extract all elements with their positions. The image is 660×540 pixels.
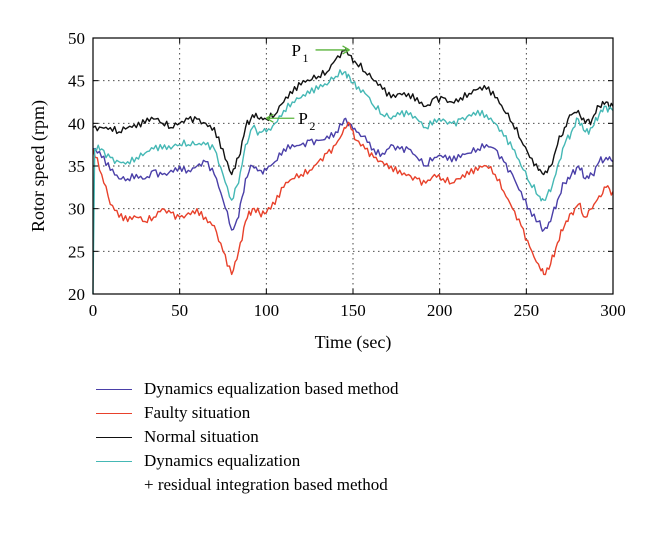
y-tick-label: 20: [68, 285, 85, 304]
series-layer: [92, 48, 614, 295]
y-tick-label: 30: [68, 200, 85, 219]
y-tick-label: 35: [68, 157, 85, 176]
x-tick-label: 250: [514, 301, 540, 320]
annotation-label: P: [298, 109, 307, 128]
y-tick-label: 50: [68, 29, 85, 48]
annotation-subscript: 1: [303, 51, 309, 65]
annotation-layer: P 1P 2: [266, 41, 350, 133]
y-tick-label: 40: [68, 114, 85, 133]
legend-label: Faulty situation: [144, 403, 251, 422]
x-tick-label: 150: [340, 301, 366, 320]
legend-item: Normal situation: [96, 426, 636, 450]
annotation-subscript: 2: [309, 119, 315, 133]
y-axis-label: Rotor speed (rpm): [28, 100, 49, 232]
annotation-label: P: [292, 41, 301, 60]
legend-swatch: [96, 389, 132, 390]
legend-item: + residual integration based method: [96, 474, 636, 498]
legend-item: Dynamics equalization: [96, 450, 636, 474]
series-line-0: [92, 117, 614, 232]
series-line-3: [92, 69, 614, 295]
tick-layer: 0 50 100 150 200 250 300 20 25 30 35 40 45 50: [68, 29, 626, 320]
annotation-arrowhead: [266, 113, 274, 123]
x-tick-label: 50: [171, 301, 188, 320]
legend: Dynamics equalization based method Faulty…: [96, 378, 636, 498]
series-line-2: [92, 48, 614, 176]
legend-label: Dynamics equalization: [144, 451, 301, 470]
x-tick-label: 300: [600, 301, 626, 320]
legend-swatch: [96, 413, 132, 414]
y-tick-label: 25: [68, 242, 85, 261]
legend-swatch: [96, 437, 132, 438]
legend-swatch: [96, 461, 132, 462]
annotation-arrowhead: [342, 45, 350, 55]
legend-label: Dynamics equalization based method: [144, 379, 399, 398]
series-line-1: [92, 121, 614, 276]
legend-label: + residual integration based method: [144, 475, 388, 494]
x-tick-label: 100: [254, 301, 280, 320]
legend-label: Normal situation: [144, 427, 259, 446]
grid-layer: [93, 38, 613, 294]
x-tick-label: 200: [427, 301, 453, 320]
legend-item: Faulty situation: [96, 402, 636, 426]
x-tick-label: 0: [89, 301, 98, 320]
x-axis-label: Time (sec): [315, 332, 392, 353]
y-tick-label: 45: [68, 72, 85, 91]
legend-item: Dynamics equalization based method: [96, 378, 636, 402]
